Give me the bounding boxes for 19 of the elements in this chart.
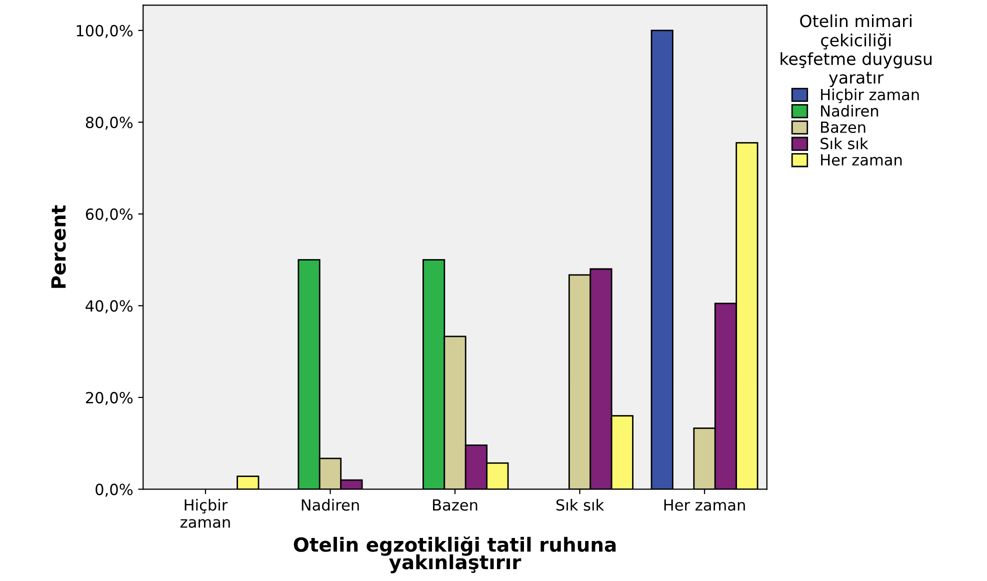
x-tick-label: Sık sık bbox=[556, 498, 604, 511]
y-tick-label: 80,0% bbox=[86, 116, 133, 130]
legend-label: Bazen bbox=[821, 122, 866, 134]
x-tick-label: Nadiren bbox=[302, 498, 359, 511]
y-tick-label: 100,0% bbox=[76, 24, 133, 38]
legend-label: Hiçbir zaman bbox=[821, 88, 919, 104]
x-tick-label: Her zaman bbox=[664, 499, 745, 511]
legend-label: Her zaman bbox=[821, 154, 902, 166]
x-tick-label: Hiçbir zaman bbox=[180, 498, 230, 528]
x-axis-title: Otelin egzotikliği tatil ruhuna yakınlaştırır bbox=[294, 536, 616, 574]
y-tick-label: 20,0% bbox=[86, 392, 133, 406]
legend-label: Nadiren bbox=[821, 104, 878, 117]
legend-label: Sık sık bbox=[820, 138, 868, 150]
y-tick-label: 0,0% bbox=[96, 484, 133, 497]
legend-title: Otelin mimari çekiciliği keşfetme duygusu yaratır bbox=[780, 14, 932, 88]
y-axis-title: Percent bbox=[51, 205, 66, 288]
y-tick-label: 60,0% bbox=[86, 208, 133, 222]
y-tick-label: 40,0% bbox=[86, 300, 133, 314]
x-tick-label: Bazen bbox=[433, 499, 478, 511]
